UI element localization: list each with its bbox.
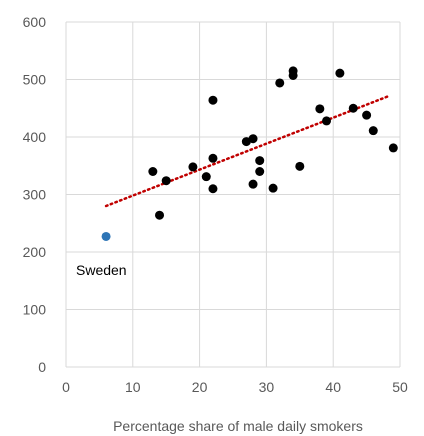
x-axis-title: Percentage share of male daily smokers: [113, 418, 363, 434]
x-tick-label: 40: [325, 379, 341, 395]
data-point: [388, 143, 398, 153]
data-point: [188, 162, 198, 172]
data-point: [255, 156, 265, 166]
x-tick-label: 20: [192, 379, 208, 395]
x-tick-label: 50: [392, 379, 408, 395]
data-point: [275, 78, 285, 88]
y-axis-tick-labels: 0 100 200 300 400 500 600: [23, 14, 47, 375]
y-tick-label: 100: [23, 302, 47, 318]
x-tick-label: 10: [125, 379, 141, 395]
data-point: [208, 184, 218, 194]
data-point: [248, 134, 258, 144]
data-point: [335, 68, 345, 78]
y-tick-label: 400: [23, 129, 47, 145]
y-tick-label: 0: [38, 359, 46, 375]
data-point: [362, 110, 372, 120]
data-point: [208, 95, 218, 105]
x-tick-label: 30: [259, 379, 275, 395]
data-points: [101, 66, 398, 241]
data-point: [348, 103, 358, 113]
data-point: [255, 167, 265, 176]
y-tick-label: 600: [23, 14, 47, 30]
data-point: [322, 116, 332, 126]
data-point: [101, 231, 111, 241]
data-point: [248, 179, 258, 189]
y-tick-label: 500: [23, 72, 47, 88]
gridlines: [65, 21, 401, 368]
data-point: [161, 176, 171, 186]
y-tick-label: 300: [23, 187, 47, 203]
data-point: [368, 126, 378, 136]
data-point: [288, 66, 298, 76]
data-point: [295, 161, 305, 171]
annotation-sweden: Sweden: [76, 262, 127, 278]
x-tick-label: 0: [62, 379, 70, 395]
data-point: [155, 210, 165, 220]
data-point: [315, 104, 325, 114]
data-point: [208, 153, 218, 163]
data-point: [268, 183, 278, 193]
x-axis-tick-labels: 0 10 20 30 40 50: [62, 379, 408, 395]
y-tick-label: 200: [23, 244, 47, 260]
data-point: [148, 167, 158, 176]
trendline: [104, 94, 392, 208]
data-point: [201, 172, 211, 182]
